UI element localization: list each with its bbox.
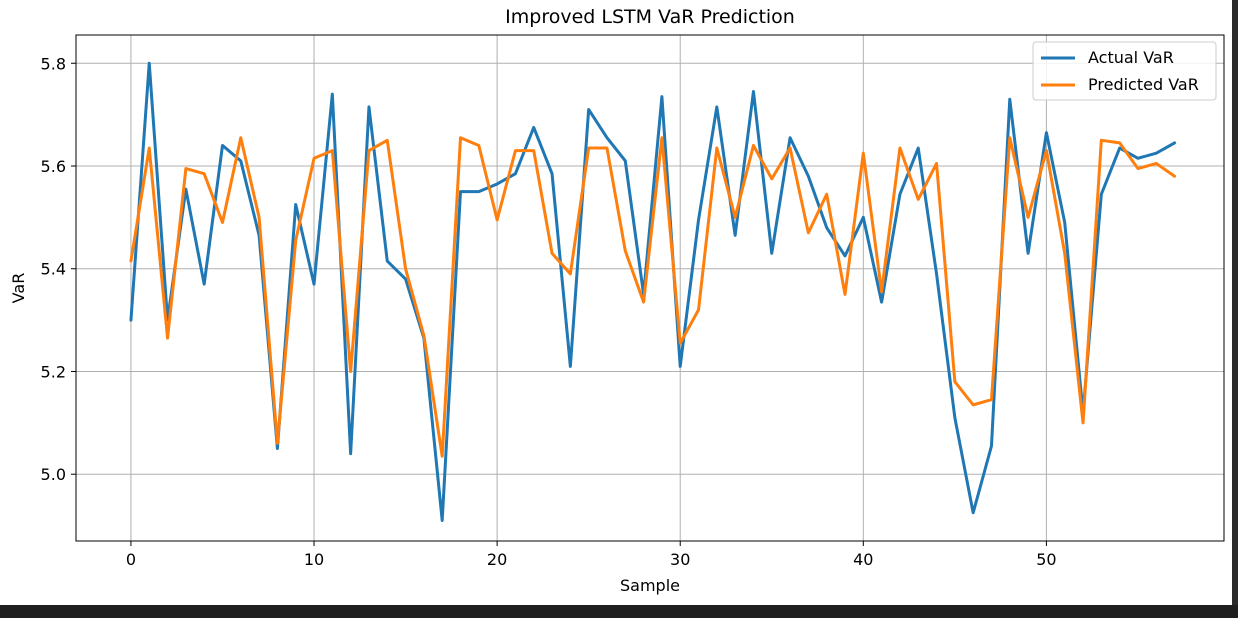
- bottom-bar: [0, 605, 1238, 618]
- series-layer: [129, 61, 1177, 522]
- x-axis-label: Sample: [620, 576, 680, 595]
- plot-frame: [75, 34, 1225, 542]
- y-tick-label: 5.4: [41, 260, 66, 279]
- chart-svg: 0 10 20 30 40 50 5.0 5.2 5.4 5.6 5.8 Improved LSTM…: [0, 0, 1238, 605]
- x-tick-label: 0: [126, 550, 136, 569]
- x-tick-label: 20: [487, 550, 507, 569]
- legend: Actual VaR Predicted VaR: [1032, 41, 1217, 101]
- legend-label-actual: Actual VaR: [1088, 48, 1174, 67]
- y-tick-label: 5.0: [41, 465, 66, 484]
- y-axis-label: VaR: [9, 273, 28, 304]
- x-tick-label: 10: [304, 550, 324, 569]
- x-tick-label: 40: [853, 550, 873, 569]
- series-line-predicted: [129, 136, 1177, 458]
- axis-ticks: 0 10 20 30 40 50 5.0 5.2 5.4 5.6 5.8: [41, 54, 1057, 569]
- y-tick-label: 5.2: [41, 362, 66, 381]
- legend-label-predicted: Predicted VaR: [1088, 75, 1199, 94]
- legend-box: [1032, 41, 1217, 101]
- figure-background: [0, 0, 1238, 605]
- y-tick-label: 5.6: [41, 157, 66, 176]
- y-tick-label: 5.8: [41, 54, 66, 73]
- window-edge: [1232, 0, 1238, 605]
- chart-title: Improved LSTM VaR Prediction: [505, 6, 795, 28]
- x-tick-label: 50: [1036, 550, 1056, 569]
- x-tick-label: 30: [670, 550, 690, 569]
